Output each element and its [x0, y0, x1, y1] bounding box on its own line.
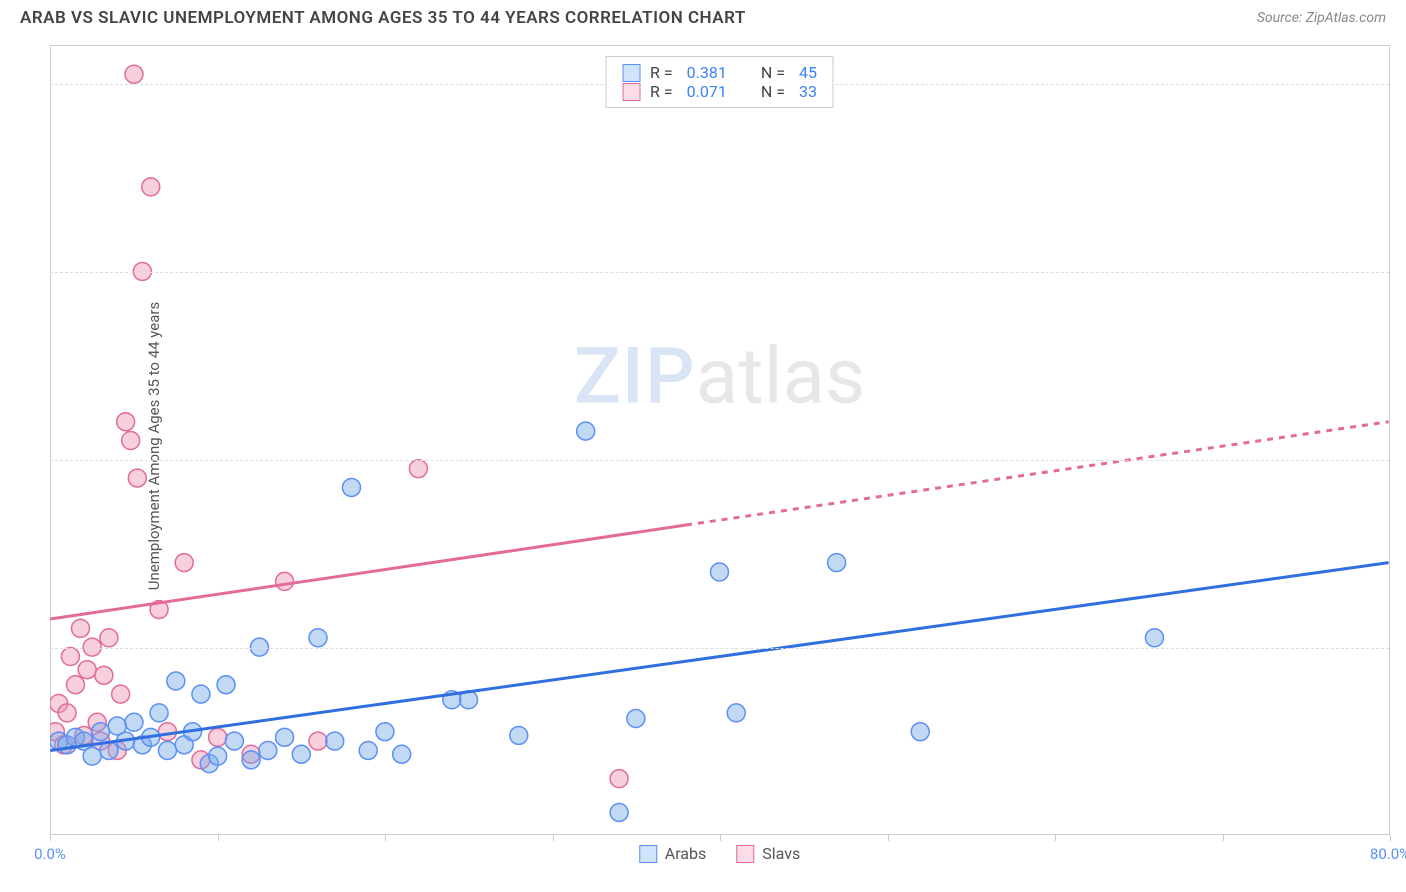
data-point: [577, 422, 595, 440]
legend-stats-box: R = 0.381 N = 45 R = 0.071 N = 33: [605, 56, 834, 108]
data-point: [158, 741, 176, 759]
legend-label-slavs: Slavs: [762, 844, 800, 863]
x-tick-label: 80.0%: [1370, 845, 1406, 863]
data-point: [83, 747, 101, 765]
legend-swatch-arabs: [622, 64, 640, 82]
data-point: [828, 554, 846, 572]
data-point: [95, 666, 113, 684]
x-tick: [1390, 835, 1391, 841]
data-point: [376, 723, 394, 741]
data-point: [58, 704, 76, 722]
x-tick: [385, 835, 386, 841]
data-point: [125, 65, 143, 83]
regression-line: [50, 525, 686, 619]
data-point: [359, 741, 377, 759]
gridline: [50, 648, 1389, 649]
legend-swatch-slavs-2: [736, 845, 754, 863]
data-point: [393, 745, 411, 763]
data-point: [627, 710, 645, 728]
data-point: [150, 704, 168, 722]
data-point: [122, 432, 140, 450]
data-point: [727, 704, 745, 722]
data-point: [92, 723, 110, 741]
data-point: [259, 741, 277, 759]
data-point: [309, 732, 327, 750]
legend-swatch-slavs: [622, 83, 640, 101]
data-point: [167, 672, 185, 690]
data-point: [209, 728, 227, 746]
x-tick: [720, 835, 721, 841]
data-point: [711, 563, 729, 581]
x-tick: [50, 835, 51, 841]
data-point: [142, 178, 160, 196]
data-point: [326, 732, 344, 750]
x-tick: [218, 835, 219, 841]
x-tick: [1223, 835, 1224, 841]
data-point: [409, 460, 427, 478]
data-point: [100, 629, 118, 647]
scatter-plot-svg: [50, 46, 1389, 835]
data-point: [292, 745, 310, 763]
data-point: [78, 661, 96, 679]
gridline: [50, 272, 1389, 273]
data-point: [1145, 629, 1163, 647]
data-point: [125, 713, 143, 731]
legend-swatch-arabs-2: [639, 845, 657, 863]
x-tick: [888, 835, 889, 841]
x-tick: [553, 835, 554, 841]
legend-series: Arabs Slavs: [639, 844, 800, 863]
data-point: [209, 747, 227, 765]
data-point: [309, 629, 327, 647]
chart-plot-area: ZIPatlas R = 0.381 N = 45 R = 0.071 N = …: [50, 45, 1390, 835]
data-point: [192, 685, 210, 703]
data-point: [610, 770, 628, 788]
data-point: [61, 648, 79, 666]
x-tick: [1055, 835, 1056, 841]
legend-label-arabs: Arabs: [665, 844, 707, 863]
data-point: [71, 619, 89, 637]
source-attribution: Source: ZipAtlas.com: [1257, 10, 1386, 26]
data-point: [610, 803, 628, 821]
data-point: [175, 554, 193, 572]
data-point: [217, 676, 235, 694]
data-point: [342, 478, 360, 496]
regression-line: [686, 422, 1389, 525]
data-point: [128, 469, 146, 487]
data-point: [276, 572, 294, 590]
data-point: [276, 728, 294, 746]
data-point: [911, 723, 929, 741]
data-point: [117, 413, 135, 431]
data-point: [242, 751, 260, 769]
data-point: [225, 732, 243, 750]
data-point: [66, 676, 84, 694]
gridline: [50, 460, 1389, 461]
data-point: [510, 726, 528, 744]
data-point: [112, 685, 130, 703]
x-tick-label: 0.0%: [34, 845, 66, 863]
chart-title: ARAB VS SLAVIC UNEMPLOYMENT AMONG AGES 3…: [20, 8, 746, 28]
